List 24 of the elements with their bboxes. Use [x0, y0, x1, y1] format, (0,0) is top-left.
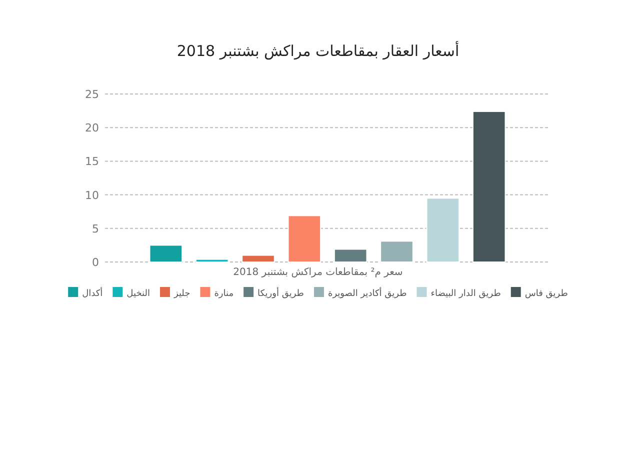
y-tick-label: 0: [92, 256, 99, 269]
bar: [334, 248, 368, 262]
y-tick-label: 20: [85, 122, 99, 135]
legend-label: طريق الدار البيضاء: [430, 289, 501, 299]
x-axis-title: سعر م² بمقاطعات مراكش بشتنبر 2018: [233, 267, 403, 278]
bar: [426, 198, 460, 262]
y-tick-label: 25: [85, 88, 99, 101]
legend-label: النخيل: [126, 289, 150, 299]
bar: [195, 258, 229, 262]
bar: [149, 244, 183, 262]
bar: [242, 254, 275, 262]
y-tick-label: 10: [85, 188, 99, 202]
legend-label: منارة: [214, 289, 234, 299]
legend-label: طريق أوريكا: [258, 287, 304, 299]
legend-label: جليز: [172, 289, 190, 299]
y-tick-label: 5: [92, 222, 99, 236]
chart-title: أسعار العقار بمقاطعات مراكش بشتنبر 2018: [176, 41, 460, 60]
bar: [288, 215, 322, 262]
y-tick-label: 15: [85, 155, 99, 168]
bar: [380, 240, 414, 262]
bar: [472, 110, 506, 262]
legend-label: طريق أكادير الصويرة: [328, 287, 407, 299]
legend-label: طريق فاس: [524, 289, 568, 299]
legend-label: أكدال: [82, 287, 103, 299]
